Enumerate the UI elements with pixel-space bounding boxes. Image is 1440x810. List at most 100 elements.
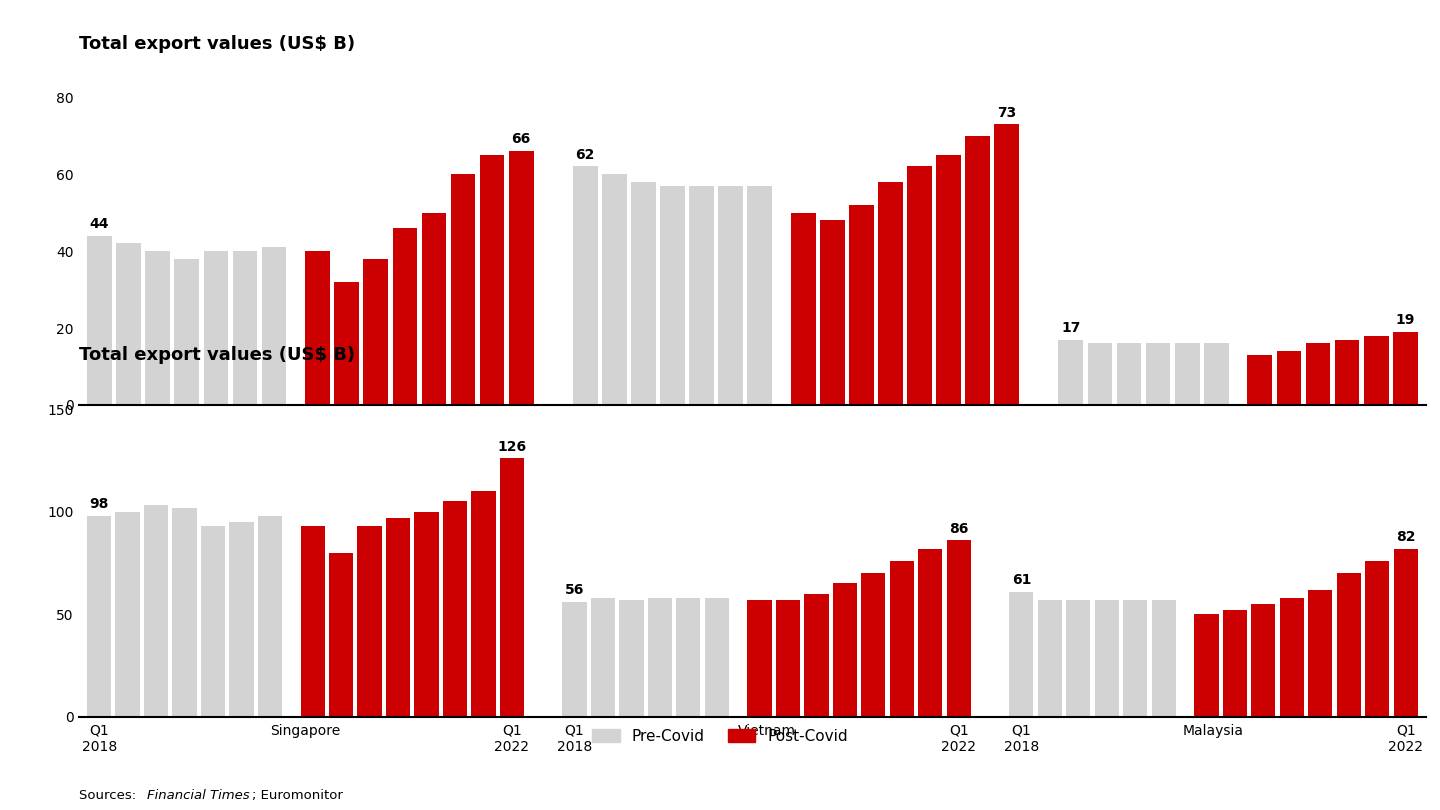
Bar xyxy=(415,512,439,717)
Legend: Pre-Covid, Post-Covid: Pre-Covid, Post-Covid xyxy=(586,723,854,750)
Bar xyxy=(1116,343,1142,405)
Bar xyxy=(233,251,258,405)
Bar xyxy=(832,583,857,717)
Text: ; Euromonitor: ; Euromonitor xyxy=(252,789,343,802)
Bar xyxy=(305,251,330,405)
Bar xyxy=(115,512,140,717)
Bar xyxy=(357,526,382,717)
Bar xyxy=(328,552,353,717)
Bar xyxy=(1277,352,1302,405)
Bar xyxy=(444,501,467,717)
Bar xyxy=(936,155,960,405)
Bar xyxy=(573,167,598,405)
Text: 61: 61 xyxy=(1012,573,1031,587)
Bar xyxy=(677,598,700,717)
Bar xyxy=(1204,343,1228,405)
Bar xyxy=(1066,600,1090,717)
Bar xyxy=(262,247,287,405)
Bar xyxy=(363,259,389,405)
Bar xyxy=(1394,548,1418,717)
Bar xyxy=(776,600,801,717)
Bar xyxy=(965,135,991,405)
Bar xyxy=(203,251,228,405)
Bar xyxy=(451,174,475,405)
Bar xyxy=(1152,600,1176,717)
Bar xyxy=(1146,343,1171,405)
Bar xyxy=(500,458,524,717)
Bar xyxy=(174,259,199,405)
Bar xyxy=(229,522,253,717)
Bar xyxy=(145,251,170,405)
Bar xyxy=(1009,591,1034,717)
Bar xyxy=(1308,590,1332,717)
Bar xyxy=(946,540,971,717)
Text: 82: 82 xyxy=(1395,530,1416,544)
Text: Total export values (US$ B): Total export values (US$ B) xyxy=(79,35,356,53)
Bar xyxy=(747,185,772,405)
Bar xyxy=(1306,343,1331,405)
Bar xyxy=(1058,339,1083,405)
Bar xyxy=(334,282,359,405)
Bar xyxy=(1194,614,1218,717)
Text: 56: 56 xyxy=(564,583,585,597)
Bar xyxy=(660,185,685,405)
Text: 17: 17 xyxy=(1061,321,1080,335)
Text: 66: 66 xyxy=(511,133,531,147)
Bar xyxy=(648,598,672,717)
Bar xyxy=(422,213,446,405)
Bar xyxy=(878,182,903,405)
Bar xyxy=(202,526,225,717)
Bar xyxy=(173,508,197,717)
Bar xyxy=(805,594,828,717)
Bar xyxy=(258,516,282,717)
Bar xyxy=(1392,332,1417,405)
Bar xyxy=(890,561,914,717)
Bar xyxy=(1175,343,1200,405)
Bar xyxy=(1123,600,1148,717)
Bar xyxy=(690,185,714,405)
Bar xyxy=(301,526,324,717)
Bar xyxy=(1087,343,1112,405)
Bar xyxy=(1364,335,1388,405)
Bar xyxy=(1038,600,1061,717)
Bar xyxy=(619,600,644,717)
Bar xyxy=(791,213,815,405)
Bar xyxy=(747,600,772,717)
Bar xyxy=(590,598,615,717)
Bar xyxy=(471,491,495,717)
Bar xyxy=(1335,339,1359,405)
Bar xyxy=(631,182,655,405)
Bar xyxy=(907,167,932,405)
Bar xyxy=(995,124,1020,405)
Text: 86: 86 xyxy=(949,522,969,535)
Bar xyxy=(1365,561,1390,717)
Text: Total export values (US$ B): Total export values (US$ B) xyxy=(79,347,356,364)
Bar xyxy=(386,518,410,717)
Bar xyxy=(1247,355,1272,405)
Text: 44: 44 xyxy=(89,217,109,231)
Text: 98: 98 xyxy=(89,497,109,511)
Bar xyxy=(508,151,534,405)
Bar xyxy=(480,155,504,405)
Text: 73: 73 xyxy=(998,105,1017,120)
Bar xyxy=(563,602,586,717)
Text: Sources:: Sources: xyxy=(79,789,141,802)
Text: 19: 19 xyxy=(1395,313,1416,327)
Bar xyxy=(704,598,729,717)
Bar xyxy=(88,236,112,405)
Bar xyxy=(861,573,886,717)
Bar xyxy=(850,205,874,405)
Bar xyxy=(919,548,942,717)
Bar xyxy=(1094,600,1119,717)
Bar xyxy=(393,228,418,405)
Bar xyxy=(1336,573,1361,717)
Bar xyxy=(144,505,168,717)
Text: 126: 126 xyxy=(497,440,527,454)
Bar xyxy=(117,243,141,405)
Text: 62: 62 xyxy=(576,148,595,162)
Text: Financial Times: Financial Times xyxy=(147,789,249,802)
Bar xyxy=(602,174,626,405)
Bar xyxy=(719,185,743,405)
Bar xyxy=(819,220,845,405)
Bar xyxy=(1223,610,1247,717)
